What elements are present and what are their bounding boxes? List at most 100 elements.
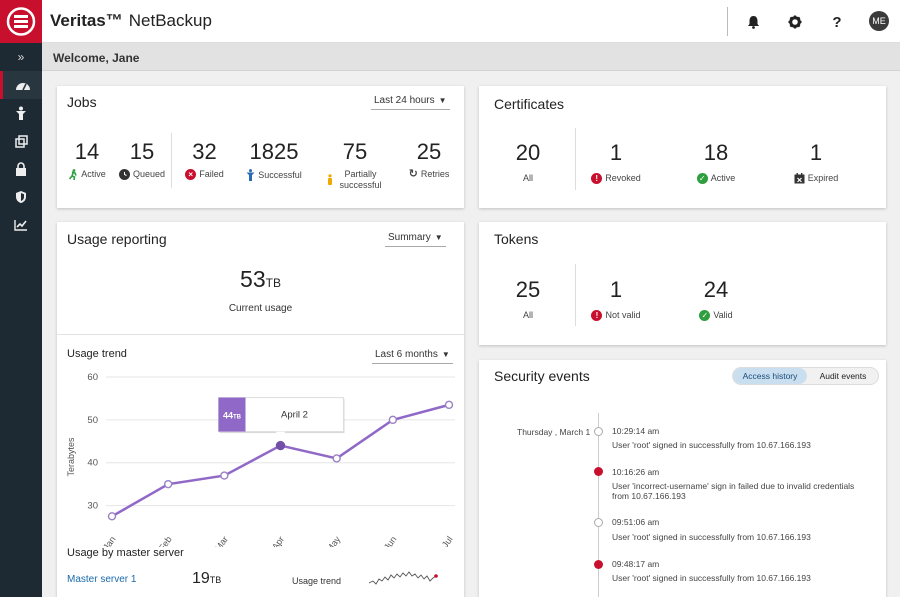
sidebar-expand[interactable]: »	[0, 43, 42, 71]
master-server-usage: 19TB	[192, 570, 221, 588]
bell-icon[interactable]	[743, 12, 763, 32]
tab-access-history[interactable]: Access history	[733, 368, 807, 384]
cert-stat-expired[interactable]: 1 Expired	[779, 140, 853, 184]
gear-icon[interactable]	[785, 12, 805, 32]
event-time: 10:16:26 am	[612, 467, 660, 477]
jobs-stat-failed[interactable]: 32 × Failed	[177, 139, 232, 180]
event-text: User 'root' signed in successfully from …	[612, 440, 811, 450]
event-time: 09:51:06 am	[612, 517, 660, 527]
stat-value: 15	[129, 139, 155, 164]
usage-card: Usage reporting Summary ▼ 53TB Current us…	[57, 222, 464, 597]
x-tick-label: Feb	[157, 534, 174, 547]
current-usage-unit: TB	[265, 276, 281, 290]
x-tick-label: May	[324, 534, 342, 547]
y-tick-label: 60	[87, 372, 98, 383]
event-marker	[594, 427, 603, 436]
server-trend-label: Usage trend	[292, 576, 342, 586]
data-point	[388, 415, 398, 425]
cert-stat-active[interactable]: 18 ✓ Active	[679, 140, 753, 184]
y-axis-label: Terabytes	[66, 437, 76, 477]
certificates-title: Certificates	[494, 96, 565, 112]
jobs-divider	[171, 133, 172, 188]
x-tick-label: Jun	[382, 534, 399, 547]
highlighted-data-point	[275, 440, 286, 451]
sidebar-item-dashboard[interactable]	[0, 71, 42, 99]
chevron-down-icon: ▼	[438, 96, 447, 105]
stat-value: 24	[703, 277, 729, 302]
current-usage-value: 53TB	[57, 266, 464, 293]
x-tick-label: Jul	[440, 534, 455, 547]
token-divider	[575, 264, 576, 326]
master-server-link[interactable]: Master server 1	[67, 574, 137, 585]
data-point	[107, 512, 117, 521]
tooltip-pointer	[275, 431, 286, 438]
stat-label: Valid	[713, 310, 733, 320]
jobs-stat-partial[interactable]: 75 Partially successful	[319, 139, 391, 191]
cert-divider	[575, 128, 576, 190]
welcome-bar: Welcome, Jane	[42, 43, 900, 71]
security-events-title: Security events	[494, 368, 590, 384]
stat-label: All	[522, 173, 533, 183]
check-icon: ✓	[696, 173, 708, 184]
cert-stat-all[interactable]: 20 All	[499, 140, 557, 184]
jobs-range-dropdown[interactable]: Last 24 hours ▼	[371, 95, 450, 110]
jobs-stat-queued[interactable]: 15 Queued	[117, 139, 167, 180]
usage-trend-range-dropdown[interactable]: Last 6 months ▼	[372, 349, 453, 364]
jobs-stat-retries[interactable]: 25 ↻ Retries	[401, 139, 457, 180]
chevron-down-icon: ▼	[434, 233, 443, 242]
shield-icon	[16, 191, 26, 203]
stat-value: 25	[515, 277, 541, 302]
sidebar-item-reports[interactable]	[0, 211, 42, 239]
stat-label: Not valid	[605, 310, 641, 320]
sidebar-item-security[interactable]	[0, 155, 42, 183]
stat-label: All	[522, 310, 533, 320]
token-stat-not-valid[interactable]: 1 ! Not valid	[579, 277, 653, 321]
error-icon: !	[591, 310, 603, 321]
stat-label: Queued	[132, 169, 166, 179]
y-tick-label: 40	[87, 458, 98, 469]
app-header: Veritas™ NetBackup ? ME	[0, 0, 900, 43]
tooltip-value: 44TB	[223, 411, 242, 421]
jobs-card: Jobs Last 24 hours ▼ 14 Active 15 Queued …	[57, 86, 464, 208]
cert-stat-revoked[interactable]: 1 ! Revoked	[579, 140, 653, 184]
stat-value: 32	[192, 139, 217, 164]
event-text: User 'root' signed in successfully from …	[612, 573, 811, 583]
expand-icon: »	[17, 50, 25, 64]
failed-icon: ×	[185, 169, 197, 180]
tab-audit-events[interactable]: Audit events	[819, 371, 867, 381]
jobs-stat-successful[interactable]: 1825 Successful	[237, 139, 311, 181]
user-avatar[interactable]: ME	[869, 11, 889, 31]
x-tick-label: Mar	[213, 534, 230, 547]
event-error-icon	[594, 467, 603, 476]
event-marker	[594, 518, 603, 527]
stat-value: 75	[342, 139, 368, 164]
sidebar-item-workloads[interactable]	[0, 99, 42, 127]
server-usage-number: 19	[192, 570, 210, 587]
sidebar-item-shield[interactable]	[0, 183, 42, 211]
event-time: 10:29:14 am	[612, 426, 660, 436]
event-timeline	[598, 413, 599, 597]
event-text: User 'root' signed in successfully from …	[612, 532, 811, 542]
token-stat-valid[interactable]: 24 ✓ Valid	[679, 277, 753, 321]
chevron-down-icon: ▼	[441, 350, 450, 359]
sidebar-item-protection[interactable]	[0, 127, 42, 155]
token-stat-all[interactable]: 25 All	[499, 277, 557, 321]
event-error-icon	[594, 560, 603, 569]
jobs-title: Jobs	[67, 94, 97, 110]
jobs-stat-active[interactable]: 14 Active	[65, 139, 109, 180]
jobs-range-value: Last 24 hours	[374, 95, 435, 106]
data-point	[220, 471, 229, 480]
help-icon[interactable]: ?	[832, 13, 842, 31]
usage-mode-dropdown[interactable]: Summary ▼	[385, 232, 446, 247]
event-date: Thursday , March 1	[517, 427, 591, 437]
usage-title: Usage reporting	[67, 231, 167, 247]
brand-name: Veritas™	[50, 11, 123, 30]
tooltip-label: April 2	[281, 410, 308, 421]
stat-value: 1	[609, 277, 623, 302]
tooltip-value-swatch	[218, 397, 246, 432]
clock-icon	[118, 169, 130, 180]
stat-label: Retries	[420, 169, 450, 179]
retry-icon: ↻	[408, 168, 418, 180]
veritas-logo[interactable]	[0, 0, 42, 43]
calendar-x-icon	[794, 173, 805, 184]
